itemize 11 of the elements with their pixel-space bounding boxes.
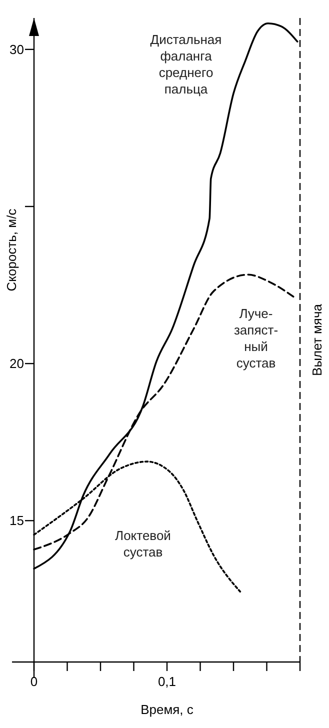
x-tick-label: 0,1 [158, 674, 176, 689]
y-tick-label: 30 [10, 42, 24, 57]
series-label: Луче- запяст- ный сустав [234, 306, 278, 370]
y-tick-label: 20 [10, 356, 24, 372]
ref-line-label: Вылет мяча [310, 303, 324, 376]
text: Локтевой сустав [115, 528, 171, 560]
x-tick-label: 0 [30, 674, 38, 689]
y-axis-title: Скорость, м/с [4, 208, 19, 292]
series-label: Дистальная фаланга среднего пальца [150, 32, 222, 96]
x-axis-title: Время, с [140, 702, 194, 717]
y-tick-label: 15 [10, 513, 24, 528]
